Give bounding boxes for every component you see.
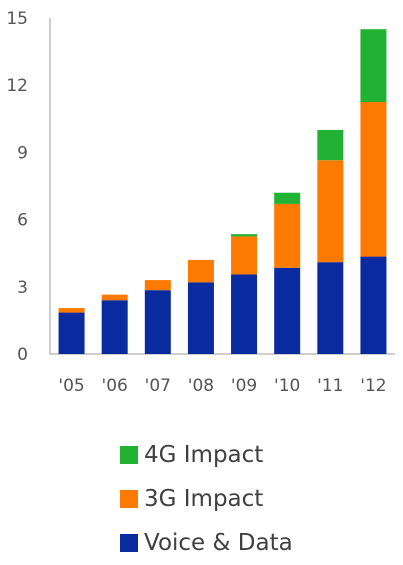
bars-group [59,29,387,354]
x-tick-label: '07 [145,376,171,396]
legend-swatch-voice-data [120,534,138,552]
bar-segment-4g-impact [360,29,386,102]
x-tick-label: '10 [274,376,300,396]
y-axis-ticks: 0 3 6 9 12 15 [6,9,28,365]
x-axis-labels: '05 '06 '07 '08 '09 '10 '11 '12 [58,376,386,396]
y-tick-label: 0 [17,345,28,365]
bar-segment-4g-impact [274,193,300,204]
legend-label-3g: 3G Impact [144,486,263,512]
bar-segment-voice-data [274,268,300,354]
x-tick-label: '11 [317,376,343,396]
legend-item-voice-data: Voice & Data [120,521,293,565]
bar-segment-voice-data [102,300,128,354]
legend-label-voice-data: Voice & Data [144,530,293,556]
x-tick-label: '12 [360,376,386,396]
bar-segment-3g-impact [274,204,300,268]
legend: 4G Impact 3G Impact Voice & Data [120,433,293,565]
x-tick-label: '09 [231,376,257,396]
legend-label-4g: 4G Impact [144,442,263,468]
y-tick-label: 12 [6,76,28,96]
legend-item-3g: 3G Impact [120,477,293,521]
bar-segment-4g-impact [317,130,343,160]
bar-segment-voice-data [59,313,85,354]
stacked-bar-chart: 0 3 6 9 12 15 '05 '06 '07 '08 '09 '10 '11 '12 [0,0,403,420]
bar-segment-3g-impact [360,102,386,257]
y-tick-label: 3 [17,278,28,298]
x-tick-label: '06 [102,376,128,396]
bar-segment-3g-impact [145,280,171,290]
bar-segment-voice-data [231,274,257,354]
y-tick-label: 6 [17,211,28,231]
bar-segment-3g-impact [188,260,214,282]
bar-segment-voice-data [188,282,214,354]
x-tick-label: '08 [188,376,214,396]
legend-item-4g: 4G Impact [120,433,293,477]
legend-swatch-3g [120,490,138,508]
bar-segment-voice-data [145,290,171,354]
x-tick-label: '05 [58,376,84,396]
bar-segment-3g-impact [231,236,257,274]
legend-swatch-4g [120,446,138,464]
bar-segment-4g-impact [231,234,257,236]
y-tick-label: 9 [17,143,28,163]
bar-segment-voice-data [360,257,386,354]
bar-segment-voice-data [317,262,343,354]
bar-segment-3g-impact [317,160,343,262]
bar-segment-3g-impact [59,308,85,312]
bar-segment-3g-impact [102,295,128,301]
y-tick-label: 15 [6,9,28,29]
